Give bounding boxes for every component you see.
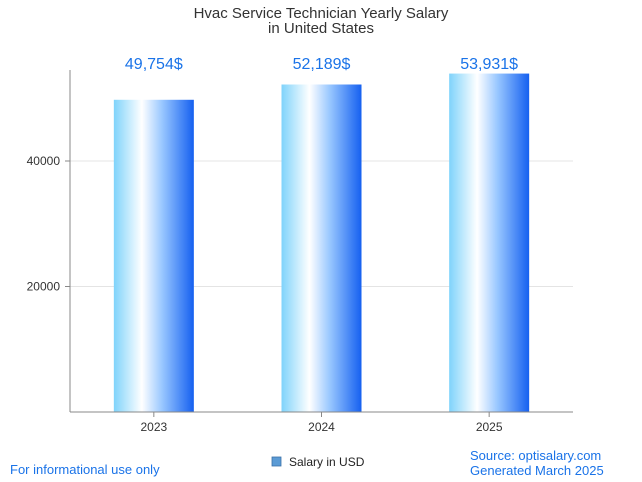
y-tick-label-20000: 20000 (27, 279, 61, 293)
x-tick-label-2023: 2023 (140, 420, 167, 434)
chart-title-line-2: in United States (268, 20, 374, 37)
y-tick-label-40000: 40000 (27, 154, 61, 168)
disclaimer-text: For informational use only (10, 462, 160, 477)
data-label-2024: 52,189$ (293, 56, 351, 73)
bar-2024 (281, 84, 362, 413)
x-tick-label-2025: 2025 (476, 420, 503, 434)
generated-text: Generated March 2025 (470, 463, 604, 478)
legend-swatch (271, 456, 282, 467)
chart-title-line-1: Hvac Service Technician Yearly Salary (194, 5, 449, 22)
data-label-2023: 49,754$ (125, 56, 183, 73)
bar-2023 (113, 99, 194, 413)
legend-label: Salary in USD (289, 455, 365, 469)
bar-2025 (449, 73, 530, 412)
source-text: Source: optisalary.com (470, 448, 601, 463)
x-tick-label-2024: 2024 (308, 420, 335, 434)
legend: Salary in USD (271, 455, 365, 469)
data-label-2025: 53,931$ (460, 56, 518, 73)
